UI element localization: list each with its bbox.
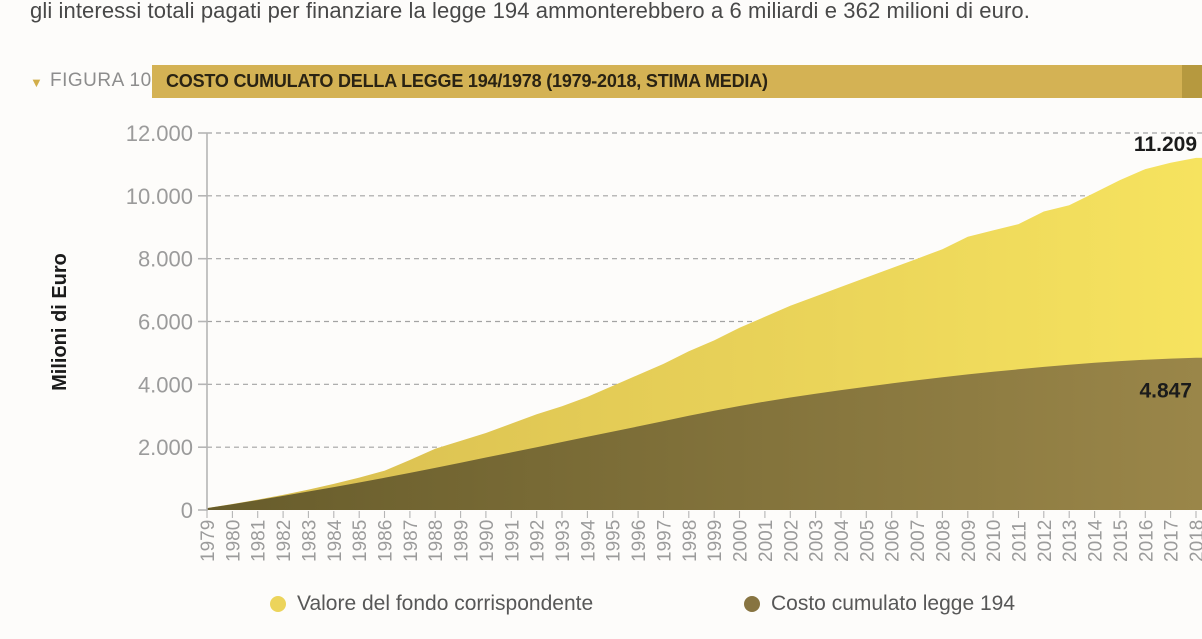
x-tick-label: 1999 bbox=[705, 520, 726, 562]
legend-item-costo: Costo cumulato legge 194 bbox=[744, 591, 1015, 617]
x-tick-label: 1996 bbox=[629, 520, 650, 562]
x-tick-label: 1985 bbox=[350, 520, 371, 562]
x-tick-label: 2002 bbox=[781, 520, 802, 562]
x-tick-label: 1998 bbox=[680, 520, 701, 562]
x-tick-label: 2017 bbox=[1162, 520, 1183, 562]
x-tick-label: 1993 bbox=[553, 520, 574, 562]
x-tick-label: 2016 bbox=[1136, 520, 1157, 562]
x-tick-label: 2010 bbox=[984, 520, 1005, 562]
x-tick-label: 2003 bbox=[807, 520, 828, 562]
x-tick-label: 1987 bbox=[401, 520, 422, 562]
y-tick-label: 2.000 bbox=[138, 435, 193, 460]
chart-legend: Valore del fondo corrispondente Costo cu… bbox=[0, 591, 1202, 619]
x-tick-label: 1981 bbox=[249, 520, 270, 562]
x-tick-label: 1992 bbox=[528, 520, 549, 562]
x-tick-label: 2011 bbox=[1010, 521, 1031, 562]
figure-title-banner: COSTO CUMULATO DELLA LEGGE 194/1978 (197… bbox=[152, 65, 1202, 98]
x-tick-label: 1986 bbox=[376, 520, 397, 562]
x-tick-label: 2018 bbox=[1187, 520, 1202, 562]
legend-swatch-fondo bbox=[270, 596, 286, 612]
figure-marker-icon: ▼ bbox=[30, 75, 43, 90]
annotation-costo-final: 4.847 bbox=[1139, 380, 1192, 403]
x-tick-label: 1991 bbox=[502, 520, 523, 562]
x-tick-label: 1979 bbox=[198, 520, 219, 562]
x-tick-label: 1990 bbox=[477, 520, 498, 562]
y-tick-label: 12.000 bbox=[126, 121, 193, 146]
figure-label: FIGURA 10 bbox=[50, 70, 152, 91]
x-tick-label: 2006 bbox=[883, 520, 904, 562]
y-axis-title: Milioni di Euro bbox=[49, 253, 71, 391]
figure-title: COSTO CUMULATO DELLA LEGGE 194/1978 (197… bbox=[166, 71, 768, 91]
x-tick-label: 2007 bbox=[908, 520, 929, 562]
x-tick-label: 2008 bbox=[933, 520, 954, 562]
y-tick-label: 0 bbox=[181, 498, 193, 523]
x-tick-label: 2015 bbox=[1111, 520, 1132, 562]
legend-swatch-costo bbox=[744, 596, 760, 612]
x-tick-label: 1997 bbox=[655, 520, 676, 562]
x-tick-label: 1995 bbox=[604, 520, 625, 562]
x-tick-label: 2012 bbox=[1035, 520, 1056, 562]
y-tick-label: 8.000 bbox=[138, 247, 193, 272]
legend-item-fondo: Valore del fondo corrispondente bbox=[270, 591, 593, 617]
y-tick-label: 10.000 bbox=[126, 184, 193, 209]
x-tick-label: 1982 bbox=[274, 520, 295, 562]
x-tick-label: 2014 bbox=[1086, 519, 1107, 562]
x-tick-label: 2000 bbox=[731, 520, 752, 562]
figure-header: ▼ FIGURA 10 COSTO CUMULATO DELLA LEGGE 1… bbox=[30, 65, 1202, 98]
annotation-fondo-final: 11.209 bbox=[1134, 133, 1197, 156]
x-tick-label: 2009 bbox=[959, 520, 980, 562]
x-tick-label: 1988 bbox=[426, 520, 447, 562]
x-tick-label: 1994 bbox=[578, 519, 599, 562]
x-tick-label: 1989 bbox=[452, 520, 473, 562]
x-tick-label: 1980 bbox=[223, 520, 244, 562]
x-tick-label: 1984 bbox=[325, 519, 346, 562]
x-tick-label: 1983 bbox=[299, 520, 320, 562]
y-tick-label: 4.000 bbox=[138, 372, 193, 397]
intro-text: gli interessi totali pagati per finanzia… bbox=[30, 0, 1030, 23]
banner-right-cap bbox=[1182, 65, 1202, 98]
legend-label-costo: Costo cumulato legge 194 bbox=[771, 592, 1015, 615]
x-tick-label: 2001 bbox=[756, 520, 777, 562]
x-tick-label: 2004 bbox=[832, 519, 853, 562]
area-series-1 bbox=[207, 357, 1202, 510]
x-tick-label: 2013 bbox=[1060, 520, 1081, 562]
legend-label-fondo: Valore del fondo corrispondente bbox=[297, 592, 594, 615]
y-tick-label: 6.000 bbox=[138, 310, 193, 335]
x-tick-label: 2005 bbox=[857, 520, 878, 562]
